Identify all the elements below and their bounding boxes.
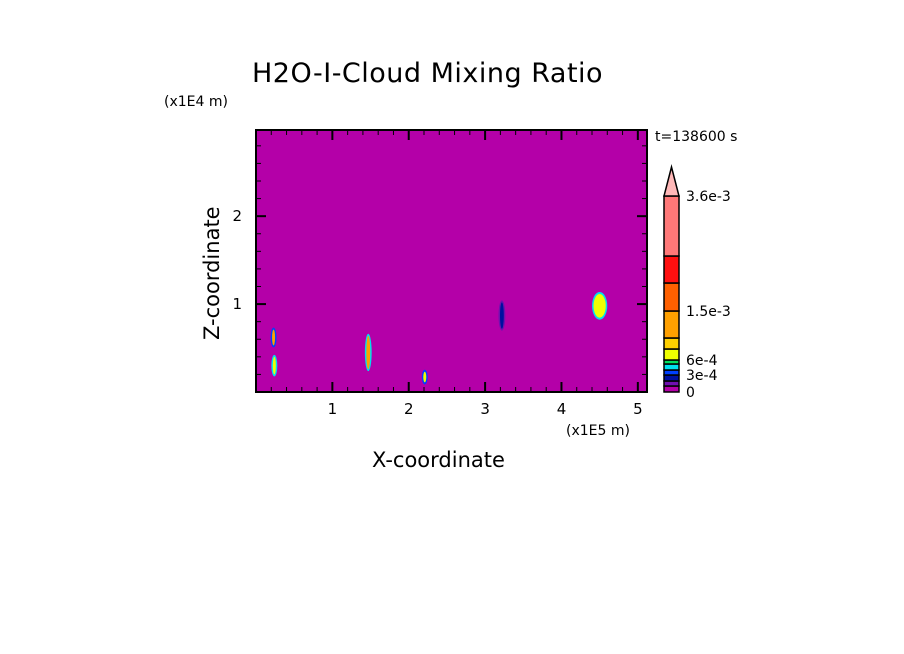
x-tick-label: 3: [480, 400, 490, 418]
x-tick-label: 4: [557, 400, 567, 418]
y-axis-label: Z-coordinate: [200, 206, 224, 340]
y-tick-label: 1: [232, 295, 242, 313]
contour-feature: [366, 335, 371, 370]
x-tick-label: 5: [633, 400, 643, 418]
y-tick-label: 2: [232, 207, 242, 225]
x-tick-label: 2: [404, 400, 414, 418]
y-scale-label: (x1E4 m): [164, 94, 228, 110]
time-label: t=138600 s: [655, 129, 738, 145]
colorbar-label: 1.5e-3: [686, 304, 731, 320]
contour-feature: [593, 293, 606, 318]
colorbar-band: [663, 195, 680, 257]
plot-background: [256, 130, 647, 392]
colorbar-band: [663, 282, 680, 312]
colorbar-band: [663, 255, 680, 284]
colorbar-label: 3e-4: [686, 368, 718, 384]
colorbar-extend-arrow: [663, 164, 680, 197]
plot-frame: [255, 129, 648, 393]
contour-feature: [499, 302, 504, 329]
colorbar-label: 0: [686, 385, 695, 401]
colorbar-label: 6e-4: [686, 353, 718, 369]
x-axis-label: X-coordinate: [372, 448, 505, 472]
x-scale-label: (x1E5 m): [566, 423, 630, 439]
colorbar-band: [663, 348, 680, 361]
colorbar-band: [663, 363, 680, 371]
contour-feature: [272, 356, 276, 375]
colorbar-label: 3.6e-3: [686, 189, 731, 205]
colorbar-band: [663, 385, 680, 393]
contour-feature: [423, 371, 427, 383]
colorbar-band: [663, 337, 680, 350]
colorbar-band: [663, 374, 680, 382]
x-tick-label: 1: [328, 400, 338, 418]
colorbar-band: [663, 310, 680, 339]
contour-feature: [272, 329, 276, 346]
chart-title: H2O-I-Cloud Mixing Ratio: [252, 58, 604, 89]
